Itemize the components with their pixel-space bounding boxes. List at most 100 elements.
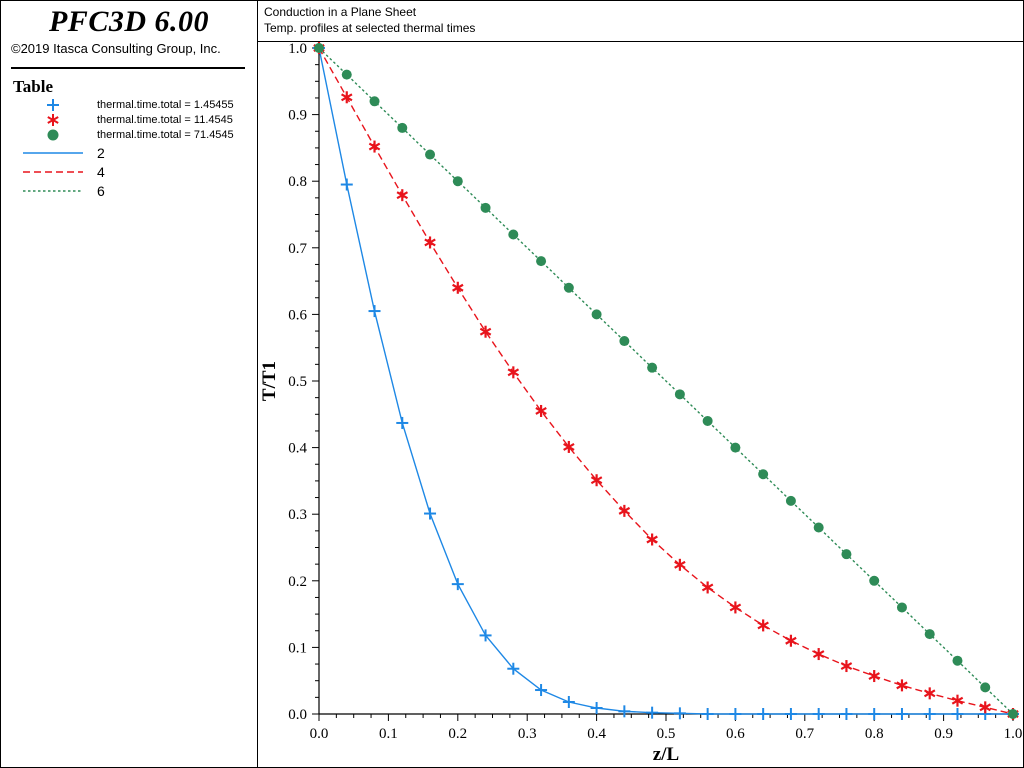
circle-data-point	[452, 176, 463, 187]
asterisk-data-point	[618, 504, 631, 517]
x-tick-label: 0.7	[795, 726, 814, 742]
asterisk-data-point	[452, 281, 464, 294]
plus-data-point	[368, 305, 381, 318]
asterisk-data-point	[563, 440, 575, 453]
y-tick-label: 0.1	[288, 640, 307, 656]
dotted-line-icon	[23, 183, 83, 199]
asterisk-data-point	[757, 619, 769, 632]
chart-title: Conduction in a Plane Sheet	[264, 5, 417, 19]
asterisk-data-point	[590, 474, 603, 487]
asterisk-stroke	[923, 689, 936, 698]
series-markers	[313, 42, 1019, 720]
asterisk-stroke	[535, 407, 547, 415]
circle-data-point	[702, 415, 713, 426]
y-tick-label: 0.3	[288, 507, 307, 523]
plus-data-point	[340, 178, 353, 191]
series-lines	[318, 47, 1014, 715]
asterisk-data-point	[646, 533, 658, 546]
legend-entry-series-2: thermal.time.total = 11.4545	[23, 112, 233, 128]
asterisk-stroke	[479, 327, 492, 336]
x-tick-label: 1.0	[1004, 726, 1023, 742]
asterisk-stroke	[729, 603, 742, 612]
circle-data-point	[980, 682, 991, 693]
chart-area: 0.0 0.1 0.2 0.3 0.4 0.5 0.6 0.7 0.8 0.9 1.0 0.0 0.1 0…	[259, 42, 1022, 765]
plus-data-point	[535, 684, 548, 697]
circle-data-point	[647, 362, 658, 373]
asterisk-data-point	[812, 648, 825, 661]
circle-data-point	[1008, 709, 1018, 719]
asterisk-stroke	[368, 142, 381, 151]
legend-label: thermal.time.total = 71.4545	[97, 129, 234, 141]
circle-data-point	[563, 282, 574, 293]
asterisk-stroke	[341, 93, 353, 102]
legend-entry-series-3: thermal.time.total = 71.4545	[23, 127, 234, 143]
asterisk-stroke	[812, 650, 825, 659]
plus-data-point	[729, 708, 742, 720]
asterisk-data-point	[674, 558, 686, 571]
asterisk-data-point	[701, 581, 714, 594]
circle-data-point	[813, 522, 824, 533]
asterisk-marker-icon	[23, 112, 83, 128]
x-tick-label: 0.1	[379, 726, 398, 742]
series-line-6	[318, 47, 1014, 715]
asterisk-data-point	[479, 325, 492, 338]
circle-data-point	[341, 69, 352, 80]
asterisk-data-point	[341, 91, 353, 104]
y-tick-label: 0.4	[288, 441, 307, 457]
plus-data-point	[479, 629, 492, 642]
y-tick-label: 0.7	[288, 241, 307, 257]
circle-data-point	[369, 96, 380, 107]
legend-label: thermal.time.total = 11.4545	[97, 114, 233, 126]
y-tick-label: 0.0	[288, 707, 307, 723]
x-tick-label: 0.6	[726, 726, 745, 742]
asterisk-stroke	[757, 621, 769, 630]
circle-data-point	[591, 309, 602, 320]
asterisk-data-point	[840, 660, 853, 673]
plus-data-point	[840, 708, 853, 720]
plus-data-point	[895, 708, 908, 720]
plus-data-point	[673, 707, 686, 720]
asterisk-data-point	[923, 687, 936, 700]
legend-panel: PFC3D 6.00 ©2019 Itasca Consulting Group…	[1, 1, 258, 767]
axis-labels: z/L T/T1	[259, 361, 679, 765]
axes: 0.0 0.1 0.2 0.3 0.4 0.5 0.6 0.7 0.8 0.9 1.0 0.0 0.1 0…	[288, 42, 1022, 742]
copyright-text: ©2019 Itasca Consulting Group, Inc.	[11, 41, 221, 56]
asterisk-data-point	[979, 701, 991, 714]
circle-data-point	[730, 442, 741, 453]
y-tick-label: 0.9	[288, 108, 307, 124]
y-axis-label: T/T1	[259, 361, 280, 401]
circle-data-point	[785, 495, 796, 506]
plus-data-point	[701, 708, 714, 720]
asterisk-stroke	[590, 476, 603, 485]
circle-marker-icon	[23, 127, 83, 143]
y-tick-label: 0.2	[288, 574, 307, 590]
plus-data-point	[396, 416, 409, 429]
legend-entry-series-1: thermal.time.total = 1.45455	[23, 97, 234, 113]
plus-data-point	[451, 578, 464, 591]
chart-subtitle: Temp. profiles at selected thermal times	[264, 21, 476, 35]
asterisk-stroke	[452, 283, 464, 292]
plus-data-point	[424, 507, 437, 520]
asterisk-stroke	[618, 506, 631, 515]
asterisk-data-point	[507, 366, 520, 379]
legend-label: thermal.time.total = 1.45455	[97, 99, 234, 111]
plus-data-point	[868, 708, 881, 720]
asterisk-stroke	[785, 636, 797, 645]
plus-data-point	[562, 696, 575, 709]
circle-data-point	[508, 229, 519, 240]
asterisk-stroke	[674, 560, 686, 569]
asterisk-stroke	[951, 696, 964, 705]
circle-data-point	[314, 43, 324, 53]
legend-label: 2	[97, 145, 105, 161]
asterisk-data-point	[896, 679, 908, 692]
asterisk-data-point	[785, 634, 797, 647]
circle-data-point	[841, 549, 852, 560]
circle-data-point	[536, 256, 547, 267]
plus-data-point	[590, 702, 603, 715]
asterisk-stroke	[868, 672, 880, 680]
asterisk-stroke	[701, 583, 714, 592]
x-axis-label: z/L	[653, 744, 679, 765]
solid-line-icon	[23, 145, 83, 161]
x-tick-label: 0.2	[448, 726, 467, 742]
